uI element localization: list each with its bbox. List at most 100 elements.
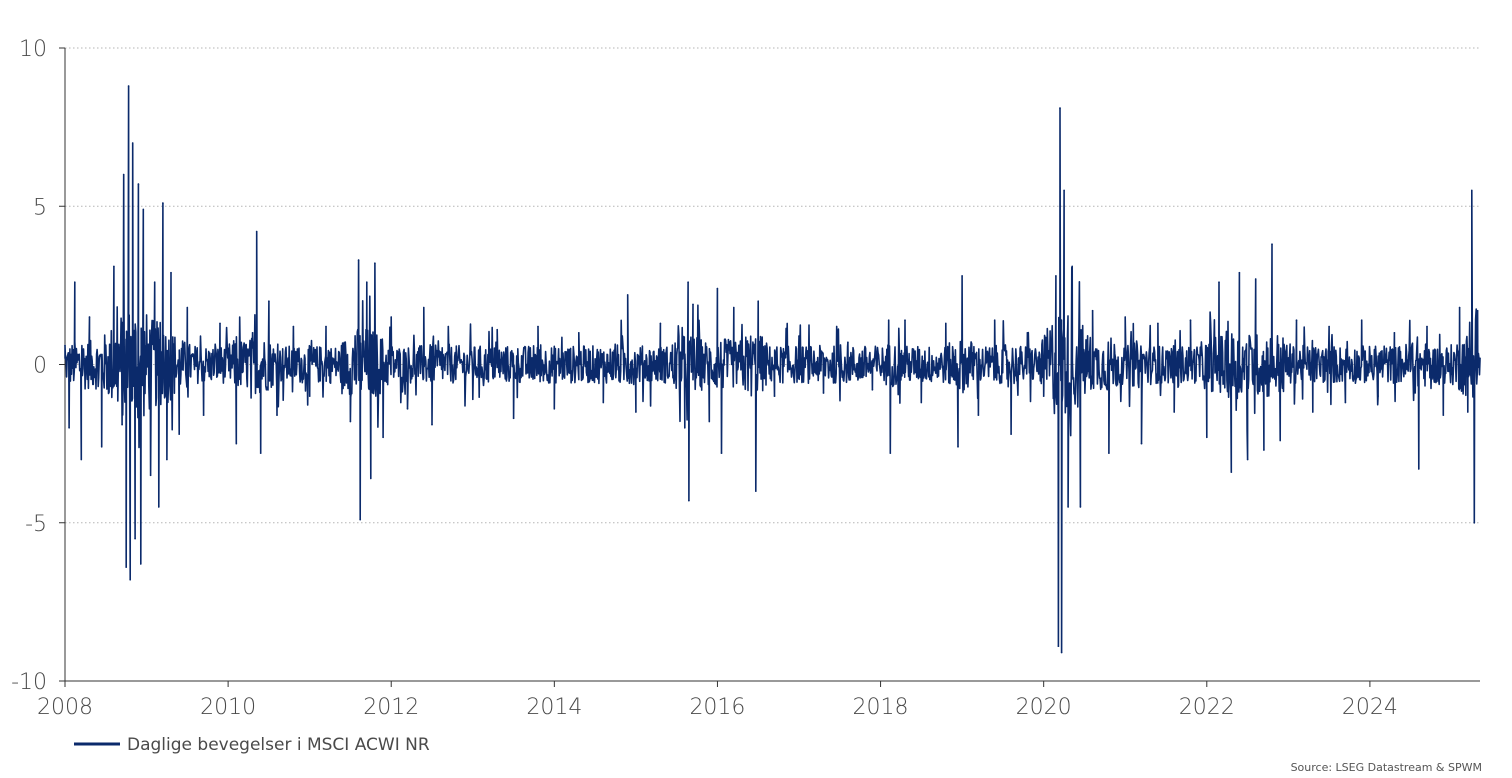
data-point: [1238, 271, 1241, 274]
y-tick-label: 10: [19, 37, 47, 62]
data-point: [1246, 458, 1249, 461]
data-point: [178, 433, 180, 435]
y-tick-label: -5: [25, 512, 47, 537]
data-point: [447, 325, 450, 328]
data-point: [688, 499, 690, 502]
data-point: [887, 319, 890, 322]
data-point: [131, 142, 134, 144]
data-point: [1473, 522, 1476, 524]
y-tick-label: -10: [11, 670, 47, 695]
data-point: [1458, 306, 1461, 309]
data-point: [1042, 395, 1045, 397]
gridlines: [65, 47, 1480, 524]
data-point: [268, 300, 270, 303]
legend-label: Daglige bevegelser i MSCI ACWI NR: [127, 735, 430, 755]
data-point: [1060, 651, 1063, 654]
data-point: [1442, 414, 1445, 416]
data-point: [153, 281, 156, 284]
data-point: [251, 332, 254, 334]
data-point: [127, 85, 130, 87]
data-point: [1055, 275, 1057, 277]
data-point: [1189, 319, 1192, 322]
data-point: [370, 477, 372, 480]
data-point: [1091, 309, 1094, 312]
data-point: [1206, 436, 1208, 439]
data-point: [920, 401, 923, 404]
data-point: [512, 417, 515, 420]
data-point: [202, 414, 205, 416]
data-point: [1010, 433, 1012, 435]
x-axis-tick-labels: 2008 2010 2012 2014 2016 2018 2020 2022 2024: [37, 695, 1398, 720]
data-point: [129, 578, 131, 581]
data-point: [553, 408, 556, 410]
data-point: [276, 414, 278, 416]
x-tick-label: 2014: [526, 695, 582, 720]
x-tick-label: 2008: [37, 695, 93, 720]
data-point: [80, 458, 83, 461]
data-point: [431, 423, 433, 426]
data-point: [1312, 411, 1314, 413]
data-point: [1393, 332, 1396, 334]
data-point: [602, 401, 605, 404]
data-point: [1479, 357, 1481, 360]
data-point: [822, 392, 825, 394]
data-point: [635, 411, 637, 413]
data-point: [684, 427, 686, 429]
data-point: [1140, 442, 1143, 445]
data-point: [74, 281, 76, 284]
y-axis-tick-labels: 10 5 0 -5 -10: [11, 37, 47, 695]
data-point: [1344, 401, 1347, 404]
data-point: [1057, 645, 1060, 647]
legend: Daglige bevegelser i MSCI ACWI NR: [74, 735, 430, 755]
data-point: [308, 395, 311, 397]
data-point: [1059, 107, 1061, 109]
data-point: [186, 306, 189, 309]
data-point: [733, 306, 735, 309]
data-point: [626, 294, 629, 296]
data-point: [1124, 316, 1126, 318]
data-point: [847, 341, 849, 344]
data-point: [1418, 468, 1420, 470]
series-line-msci-acwi: [64, 85, 1481, 654]
source-note: Source: LSEG Datastream & SPWM: [1291, 761, 1482, 774]
axes: [59, 47, 1480, 687]
data-point: [113, 265, 115, 268]
data-point: [993, 319, 996, 322]
series-group: [64, 85, 1481, 654]
data-point: [325, 325, 327, 328]
data-point: [1263, 449, 1265, 451]
data-point: [692, 303, 694, 306]
data-point: [1071, 265, 1073, 268]
data-point: [716, 287, 719, 290]
data-point: [687, 281, 689, 284]
x-tick-label: 2012: [363, 695, 419, 720]
data-point: [889, 452, 892, 454]
data-point: [496, 328, 499, 331]
data-point: [472, 398, 474, 401]
data-point: [1467, 411, 1469, 413]
data-point: [871, 389, 874, 391]
data-point: [537, 325, 539, 328]
y-tick-label: 5: [33, 195, 47, 220]
data-point: [798, 335, 800, 337]
data-point: [957, 446, 959, 448]
data-point: [349, 420, 352, 423]
data-point: [1063, 189, 1065, 192]
data-point: [1173, 411, 1175, 413]
data-point: [1271, 243, 1273, 245]
data-point: [1157, 322, 1159, 325]
data-point: [423, 306, 425, 309]
data-point: [578, 332, 580, 334]
data-point: [1254, 278, 1257, 280]
data-point: [158, 506, 160, 508]
data-point: [390, 316, 393, 318]
data-point: [374, 262, 376, 265]
data-point: [1026, 332, 1029, 334]
x-tick-label: 2016: [689, 695, 745, 720]
data-point: [121, 423, 123, 426]
data-point: [1067, 506, 1069, 508]
data-point: [100, 446, 103, 448]
data-point: [166, 458, 168, 461]
data-point: [134, 537, 136, 540]
